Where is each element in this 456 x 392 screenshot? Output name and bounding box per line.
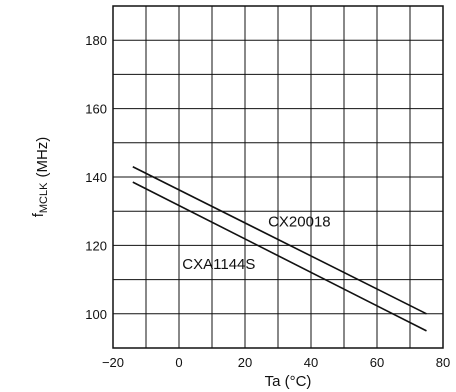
x-axis-tick-labels: −20 0 20 40 60 80: [102, 355, 450, 370]
x-tick-label: 60: [370, 355, 384, 370]
y-axis-label: fMCLK (MHz): [30, 137, 51, 218]
y-tick-label: 160: [85, 102, 107, 117]
x-axis-label: Ta (°C): [265, 373, 312, 390]
chart-grid: [113, 6, 443, 348]
series-lines: [132, 166, 427, 332]
plot-frame: [112, 5, 444, 349]
x-tick-label: −20: [102, 355, 124, 370]
y-tick-label: 180: [85, 33, 107, 48]
series-label-cx20018: CX20018: [268, 213, 331, 230]
y-axis-label-unit: (MHz): [34, 137, 51, 178]
y-tick-label: 100: [85, 307, 107, 322]
y-axis-label-prefix: f: [30, 212, 47, 217]
y-tick-label: 120: [85, 238, 107, 253]
series-label-cxa1144s: CXA1144S: [182, 256, 255, 273]
series-line-cxa1144s: [132, 181, 427, 332]
x-tick-label: 40: [304, 355, 318, 370]
x-tick-label: 80: [436, 355, 450, 370]
x-tick-label: 0: [175, 355, 182, 370]
y-axis-label-subscript: MCLK: [38, 182, 50, 213]
y-tick-label: 140: [85, 170, 107, 185]
x-tick-label: 20: [238, 355, 252, 370]
y-axis-tick-labels: 100 120 140 160 180: [85, 33, 107, 322]
series-line-cx20018: [132, 166, 427, 315]
svg-text:fMCLK(MHz): fMCLK (MHz): [30, 137, 51, 218]
